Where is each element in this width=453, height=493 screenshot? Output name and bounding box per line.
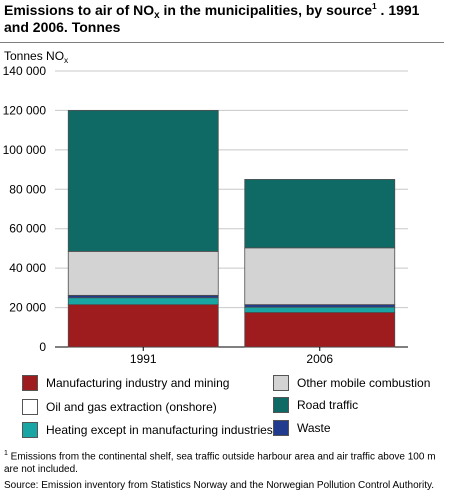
x-tick-label: 2006	[306, 352, 333, 366]
y-tick-label: 140 000	[3, 64, 47, 78]
bar-segment	[244, 179, 396, 249]
stacked-bar-chart: 0 20 000 40 000 60 000 80 000 100 000 120 000 1…	[3, 64, 408, 366]
legend-item: Heating except in manufacturing industri…	[22, 422, 273, 438]
bar-segment	[244, 306, 396, 313]
title-divider	[0, 42, 444, 43]
x-tick-label: 1991	[130, 352, 157, 366]
y-tick-label: 80 000	[9, 182, 46, 196]
y-tick-label: 60 000	[9, 222, 46, 236]
chart-legend: Manufacturing industry and mining Other m…	[0, 370, 453, 440]
y-tick-label: 0	[39, 340, 46, 354]
title-line-2: and 2006. Tonnes	[4, 19, 121, 35]
legend-item: Road traffic	[273, 397, 358, 413]
y-tick-label: 120 000	[3, 103, 47, 117]
bar-segment	[244, 312, 396, 348]
legend-swatch	[273, 397, 289, 413]
legend-item: Other mobile combustion	[273, 375, 430, 391]
chart-title: Emissions to air of NOx in the municipal…	[4, 2, 444, 36]
legend-item: Manufacturing industry and mining	[22, 375, 229, 391]
bar-segment	[67, 297, 219, 306]
legend-item: Oil and gas extraction (onshore)	[22, 399, 217, 415]
title-part-c: . 1991	[376, 2, 420, 18]
footnote: 1 Emissions from the continental shelf, …	[4, 447, 448, 476]
legend-label: Oil and gas extraction (onshore)	[46, 400, 217, 414]
title-part-a: Emissions to air of NO	[4, 2, 155, 18]
title-footnote-mark: 1	[371, 1, 377, 11]
legend-label: Manufacturing industry and mining	[46, 376, 230, 390]
unit-subscript: x	[64, 55, 69, 65]
legend-label: Road traffic	[297, 398, 359, 412]
bar-segment	[67, 110, 219, 252]
title-subscript: x	[154, 10, 160, 21]
y-tick-label: 20 000	[9, 301, 46, 315]
legend-label: Heating except in manufacturing industri…	[46, 423, 273, 437]
bar-segment	[244, 247, 396, 306]
legend-label: Other mobile combustion	[297, 376, 431, 390]
bar-segment	[67, 304, 219, 348]
legend-item: Waste	[273, 420, 331, 436]
bar-segment	[67, 250, 219, 296]
footnote-mark: 1	[4, 450, 8, 457]
y-tick-label: 40 000	[9, 261, 46, 275]
title-part-b: in the municipalities, by source	[159, 2, 372, 18]
y-axis-unit-label: Tonnes NOx	[4, 49, 69, 65]
legend-swatch	[273, 420, 289, 436]
legend-swatch	[22, 375, 38, 391]
legend-swatch	[273, 375, 289, 391]
legend-swatch	[22, 422, 38, 438]
source-note: Source: Emission inventory from Statisti…	[4, 480, 435, 491]
footnote-text: Emissions from the continental shelf, se…	[4, 451, 436, 476]
legend-label: Waste	[297, 421, 331, 435]
legend-swatch	[22, 399, 38, 415]
unit-text: Tonnes NO	[4, 49, 65, 63]
y-tick-label: 100 000	[3, 143, 47, 157]
